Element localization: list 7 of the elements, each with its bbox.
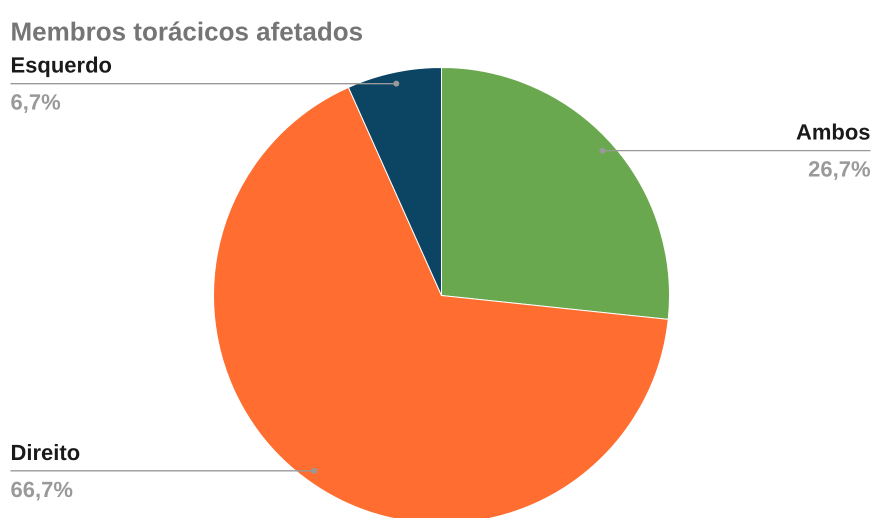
slice-label: Ambos xyxy=(796,120,870,145)
chart-title: Membros torácicos afetados xyxy=(10,16,364,46)
data-label: 26,7% xyxy=(808,156,871,182)
slice-label: Direito xyxy=(10,440,80,465)
data-label: 66,7% xyxy=(10,476,73,502)
data-label: 6,7% xyxy=(10,90,61,115)
slice-label: Esquerdo xyxy=(10,52,112,78)
